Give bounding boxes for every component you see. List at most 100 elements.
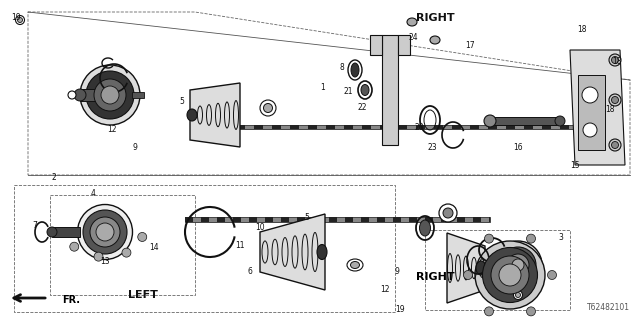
Ellipse shape — [17, 18, 22, 22]
Ellipse shape — [547, 270, 557, 279]
Bar — [233, 217, 241, 222]
Bar — [393, 217, 401, 222]
Ellipse shape — [611, 57, 618, 63]
Polygon shape — [190, 83, 240, 147]
Ellipse shape — [260, 100, 276, 116]
Ellipse shape — [317, 244, 327, 260]
Text: 24: 24 — [408, 34, 418, 43]
Ellipse shape — [609, 139, 621, 151]
Text: 13: 13 — [100, 258, 110, 267]
Bar — [265, 217, 273, 222]
Text: 4: 4 — [91, 188, 95, 197]
Text: 15: 15 — [570, 161, 580, 170]
Ellipse shape — [463, 270, 472, 279]
Bar — [361, 217, 369, 222]
Polygon shape — [570, 50, 625, 165]
Bar — [416, 125, 425, 129]
Ellipse shape — [583, 123, 597, 137]
Text: 12: 12 — [108, 125, 116, 134]
Bar — [398, 125, 407, 129]
Bar — [201, 217, 209, 222]
Ellipse shape — [555, 116, 565, 126]
Ellipse shape — [582, 87, 598, 103]
Bar — [542, 125, 551, 129]
Text: 7: 7 — [33, 220, 37, 229]
Text: 11: 11 — [236, 241, 244, 250]
Text: 22: 22 — [357, 103, 367, 113]
Bar — [470, 125, 479, 129]
Text: RIGHT: RIGHT — [416, 13, 454, 23]
Ellipse shape — [77, 204, 132, 260]
Ellipse shape — [527, 234, 536, 243]
Bar — [254, 125, 263, 129]
Text: FR.: FR. — [62, 295, 80, 305]
Bar — [313, 217, 321, 222]
Ellipse shape — [74, 89, 86, 101]
Bar — [434, 125, 443, 129]
Ellipse shape — [70, 242, 79, 251]
Bar — [488, 125, 497, 129]
Bar — [441, 217, 449, 222]
Ellipse shape — [80, 65, 140, 125]
Ellipse shape — [512, 259, 524, 271]
Ellipse shape — [494, 241, 542, 289]
Text: LEFT: LEFT — [128, 290, 158, 300]
Text: 5: 5 — [180, 98, 184, 107]
Bar — [308, 125, 317, 129]
Polygon shape — [447, 233, 485, 303]
Bar — [578, 125, 587, 129]
Bar — [272, 125, 281, 129]
Text: 23: 23 — [427, 143, 437, 153]
Ellipse shape — [348, 60, 362, 80]
Bar — [560, 125, 569, 129]
Text: 1: 1 — [321, 84, 325, 92]
Text: RIGHT: RIGHT — [416, 272, 454, 282]
Polygon shape — [578, 75, 605, 150]
Ellipse shape — [96, 223, 114, 241]
Bar — [362, 125, 371, 129]
Bar — [236, 125, 245, 129]
Ellipse shape — [90, 217, 120, 247]
Ellipse shape — [68, 91, 76, 99]
Ellipse shape — [484, 307, 493, 316]
Ellipse shape — [101, 86, 119, 104]
Text: 8: 8 — [340, 62, 344, 71]
Text: 6: 6 — [248, 268, 252, 276]
Text: 16: 16 — [513, 143, 523, 153]
Ellipse shape — [513, 291, 522, 300]
Ellipse shape — [609, 54, 621, 66]
Ellipse shape — [86, 71, 134, 119]
Text: 21: 21 — [343, 87, 353, 97]
Bar — [326, 125, 335, 129]
Ellipse shape — [475, 241, 545, 309]
Bar — [52, 227, 80, 237]
Bar — [490, 117, 560, 125]
Bar — [290, 125, 299, 129]
Bar — [329, 217, 337, 222]
Ellipse shape — [138, 232, 147, 242]
Ellipse shape — [351, 261, 360, 268]
Text: 10: 10 — [255, 223, 265, 233]
Bar — [185, 217, 193, 222]
Bar — [489, 217, 490, 222]
Text: 18: 18 — [612, 58, 621, 67]
Ellipse shape — [515, 292, 520, 298]
Ellipse shape — [439, 204, 457, 222]
Bar — [217, 217, 225, 222]
Ellipse shape — [500, 247, 536, 283]
Bar — [524, 125, 533, 129]
Bar — [345, 217, 353, 222]
Ellipse shape — [47, 227, 57, 237]
Bar — [473, 217, 481, 222]
Text: 18: 18 — [577, 26, 587, 35]
Ellipse shape — [94, 252, 103, 261]
Bar — [80, 89, 110, 101]
Bar — [297, 217, 305, 222]
Text: 17: 17 — [465, 41, 475, 50]
Bar — [380, 125, 389, 129]
Bar — [377, 217, 385, 222]
Bar — [281, 217, 289, 222]
Text: 12: 12 — [380, 285, 390, 294]
Ellipse shape — [484, 234, 493, 243]
Text: 9: 9 — [395, 268, 399, 276]
